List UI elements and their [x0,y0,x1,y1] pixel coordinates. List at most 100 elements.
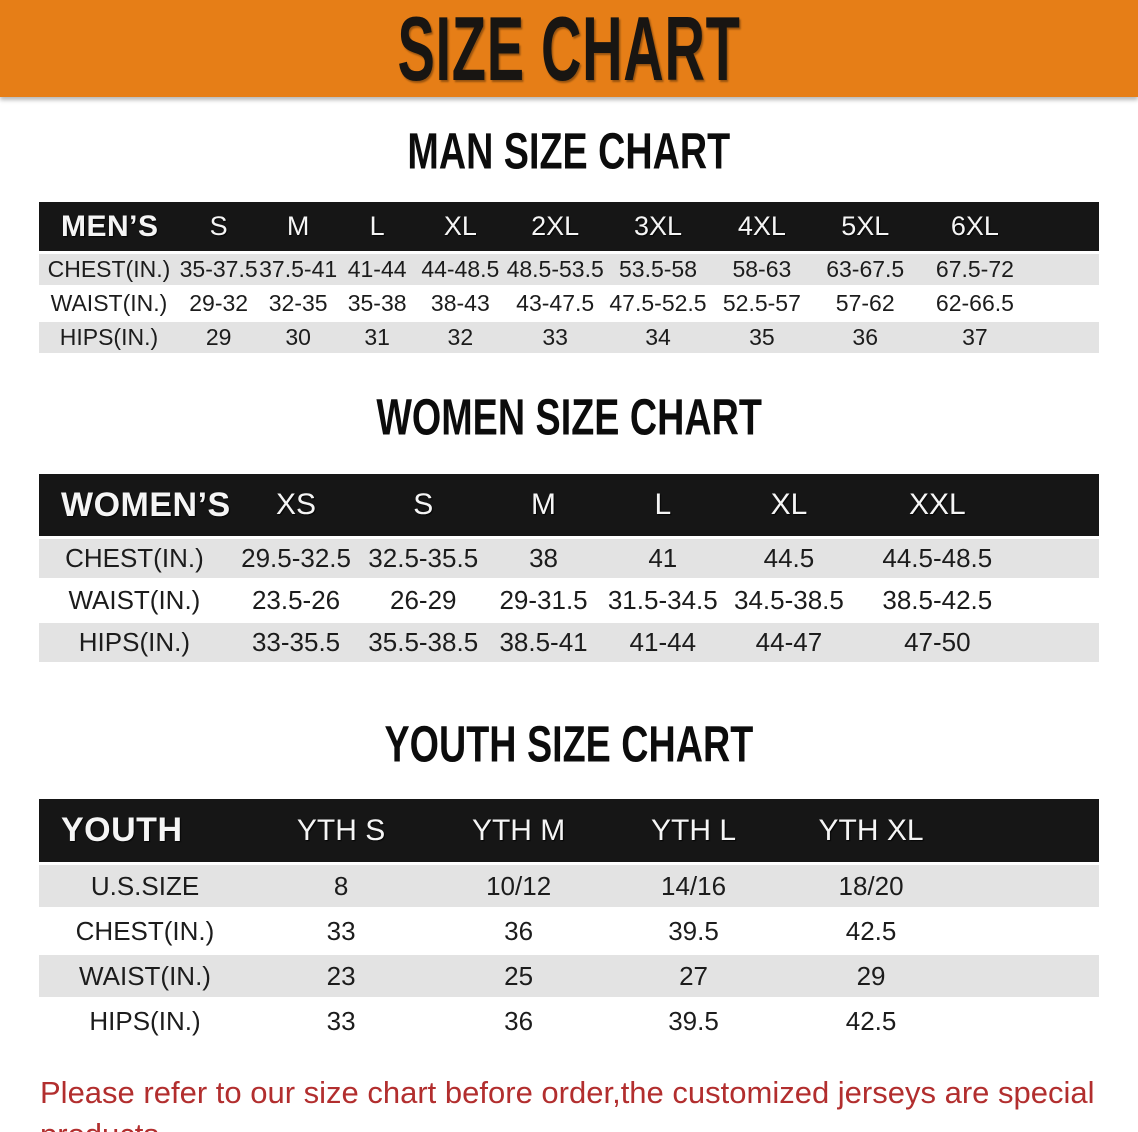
column-header: 3XL [633,211,683,241]
row-label: HIPS(IN.) [39,620,230,662]
row-label: CHEST(IN.) [39,536,230,578]
size-value-cell: 42.5 [780,997,962,1042]
row-spacer [961,952,1099,997]
size-value-cell: 34 [606,319,710,353]
women-section-heading: WOMEN SIZE CHART [0,388,1138,449]
size-value-cell: 44.5 [722,536,856,578]
column-header: XXL [908,488,966,521]
size-chart-banner: SIZE CHART [0,0,1138,99]
size-value-cell: 29 [178,319,259,353]
size-value-cell: 34.5-38.5 [722,578,856,620]
women-table-header-bar: WOMEN’S XS S M L XL XXL [39,474,1099,536]
row-spacer [1033,319,1099,353]
women-size-section: WOMEN SIZE CHART WOMEN’S XS S M L XL XXL… [0,388,1138,662]
row-label: HIPS(IN.) [39,319,179,353]
size-value-cell: 32 [416,319,505,353]
size-value-cell: 62-66.5 [916,285,1034,319]
size-value-cell: 29.5-32.5 [229,536,363,578]
size-value-cell: 23 [251,952,432,997]
size-value-cell: 29-31.5 [484,578,603,620]
size-value-cell: 29-32 [178,285,259,319]
size-value-cell: 35 [709,319,814,353]
size-value-cell: 32-35 [258,285,338,319]
row-label: CHEST(IN.) [39,907,251,952]
size-value-cell: 36 [813,319,917,353]
column-header: 5XL [841,211,890,241]
size-value-cell: 36 [431,907,607,952]
women-heading-text: WOMEN SIZE CHART [376,388,762,446]
row-label: WAIST(IN.) [39,578,230,620]
column-header: 6XL [950,211,999,241]
row-spacer [1019,536,1099,578]
row-spacer [1019,620,1099,662]
size-value-cell: 31 [337,319,417,353]
size-value-cell: 36 [431,997,607,1042]
size-value-cell: 26-29 [362,578,485,620]
size-value-cell: 47.5-52.5 [606,285,710,319]
row-label: CHEST(IN.) [39,251,179,285]
size-value-cell: 35-37.5 [178,251,259,285]
column-header: L [654,488,672,521]
column-header: M [286,211,310,241]
size-value-cell: 41-44 [337,251,417,285]
size-value-cell: 30 [258,319,338,353]
size-value-cell: 23.5-26 [229,578,363,620]
size-value-cell: 67.5-72 [916,251,1034,285]
size-value-cell: 48.5-53.5 [504,251,607,285]
youth-heading-text: YOUTH SIZE CHART [384,715,754,773]
women-table-title: WOMEN’S [61,485,231,524]
youth-size-table: YOUTH YTH S YTH M YTH L YTH XL U.S.SIZE … [39,799,1099,1042]
table-row: WAIST(IN.) 23.5-26 26-29 29-31.5 31.5-34… [39,578,1099,620]
size-value-cell: 41-44 [602,620,723,662]
size-value-cell: 29 [780,952,962,997]
row-spacer [1019,578,1099,620]
column-header: 2XL [531,211,580,241]
table-row: WAIST(IN.) 29-32 32-35 35-38 38-43 43-47… [39,285,1099,319]
table-row: CHEST(IN.) 35-37.5 37.5-41 41-44 44-48.5… [39,251,1099,285]
youth-size-section: YOUTH SIZE CHART YOUTH YTH S YTH M YTH L… [0,715,1138,1042]
size-value-cell: 41 [602,536,723,578]
size-value-cell: 10/12 [431,862,607,907]
table-row: WAIST(IN.) 23 25 27 29 [39,952,1099,997]
column-header: YTH L [651,813,737,847]
table-row: HIPS(IN.) 33 36 39.5 42.5 [39,997,1099,1042]
column-header: XL [770,488,808,521]
row-label: HIPS(IN.) [39,997,251,1042]
row-label: WAIST(IN.) [39,285,179,319]
banner-title: SIZE CHART [397,0,741,99]
column-header: S [209,211,228,241]
column-header: YTH S [296,813,386,847]
size-value-cell: 38 [484,536,603,578]
size-value-cell: 39.5 [606,997,781,1042]
size-value-cell: 53.5-58 [606,251,710,285]
row-spacer [1033,251,1099,285]
size-value-cell: 43-47.5 [504,285,607,319]
row-label: U.S.SIZE [39,862,251,907]
women-size-table: WOMEN’S XS S M L XL XXL CHEST(IN.) 29.5-… [39,474,1099,662]
size-value-cell: 44-48.5 [416,251,505,285]
header-spacer [1033,202,1099,251]
row-label: WAIST(IN.) [39,952,251,997]
youth-table-title: YOUTH [61,811,183,849]
men-table-header-bar: MEN’S S M L XL 2XL 3XL 4XL 5XL 6XL [39,202,1099,251]
table-row: U.S.SIZE 8 10/12 14/16 18/20 [39,862,1099,907]
table-row: CHEST(IN.) 33 36 39.5 42.5 [39,907,1099,952]
size-value-cell: 8 [251,862,432,907]
table-row: HIPS(IN.) 33-35.5 35.5-38.5 38.5-41 41-4… [39,620,1099,662]
row-spacer [961,862,1099,907]
size-value-cell: 33-35.5 [229,620,363,662]
size-value-cell: 44-47 [722,620,856,662]
size-value-cell: 35.5-38.5 [362,620,485,662]
header-spacer [961,799,1099,862]
column-header: YTH XL [818,813,924,847]
column-header: L [369,211,385,241]
youth-section-heading: YOUTH SIZE CHART [0,715,1138,776]
row-spacer [961,997,1099,1042]
row-spacer [961,907,1099,952]
size-value-cell: 37.5-41 [258,251,338,285]
column-header: XL [443,211,477,241]
size-value-cell: 27 [606,952,781,997]
size-value-cell: 33 [251,907,432,952]
size-value-cell: 18/20 [780,862,962,907]
size-value-cell: 32.5-35.5 [362,536,485,578]
